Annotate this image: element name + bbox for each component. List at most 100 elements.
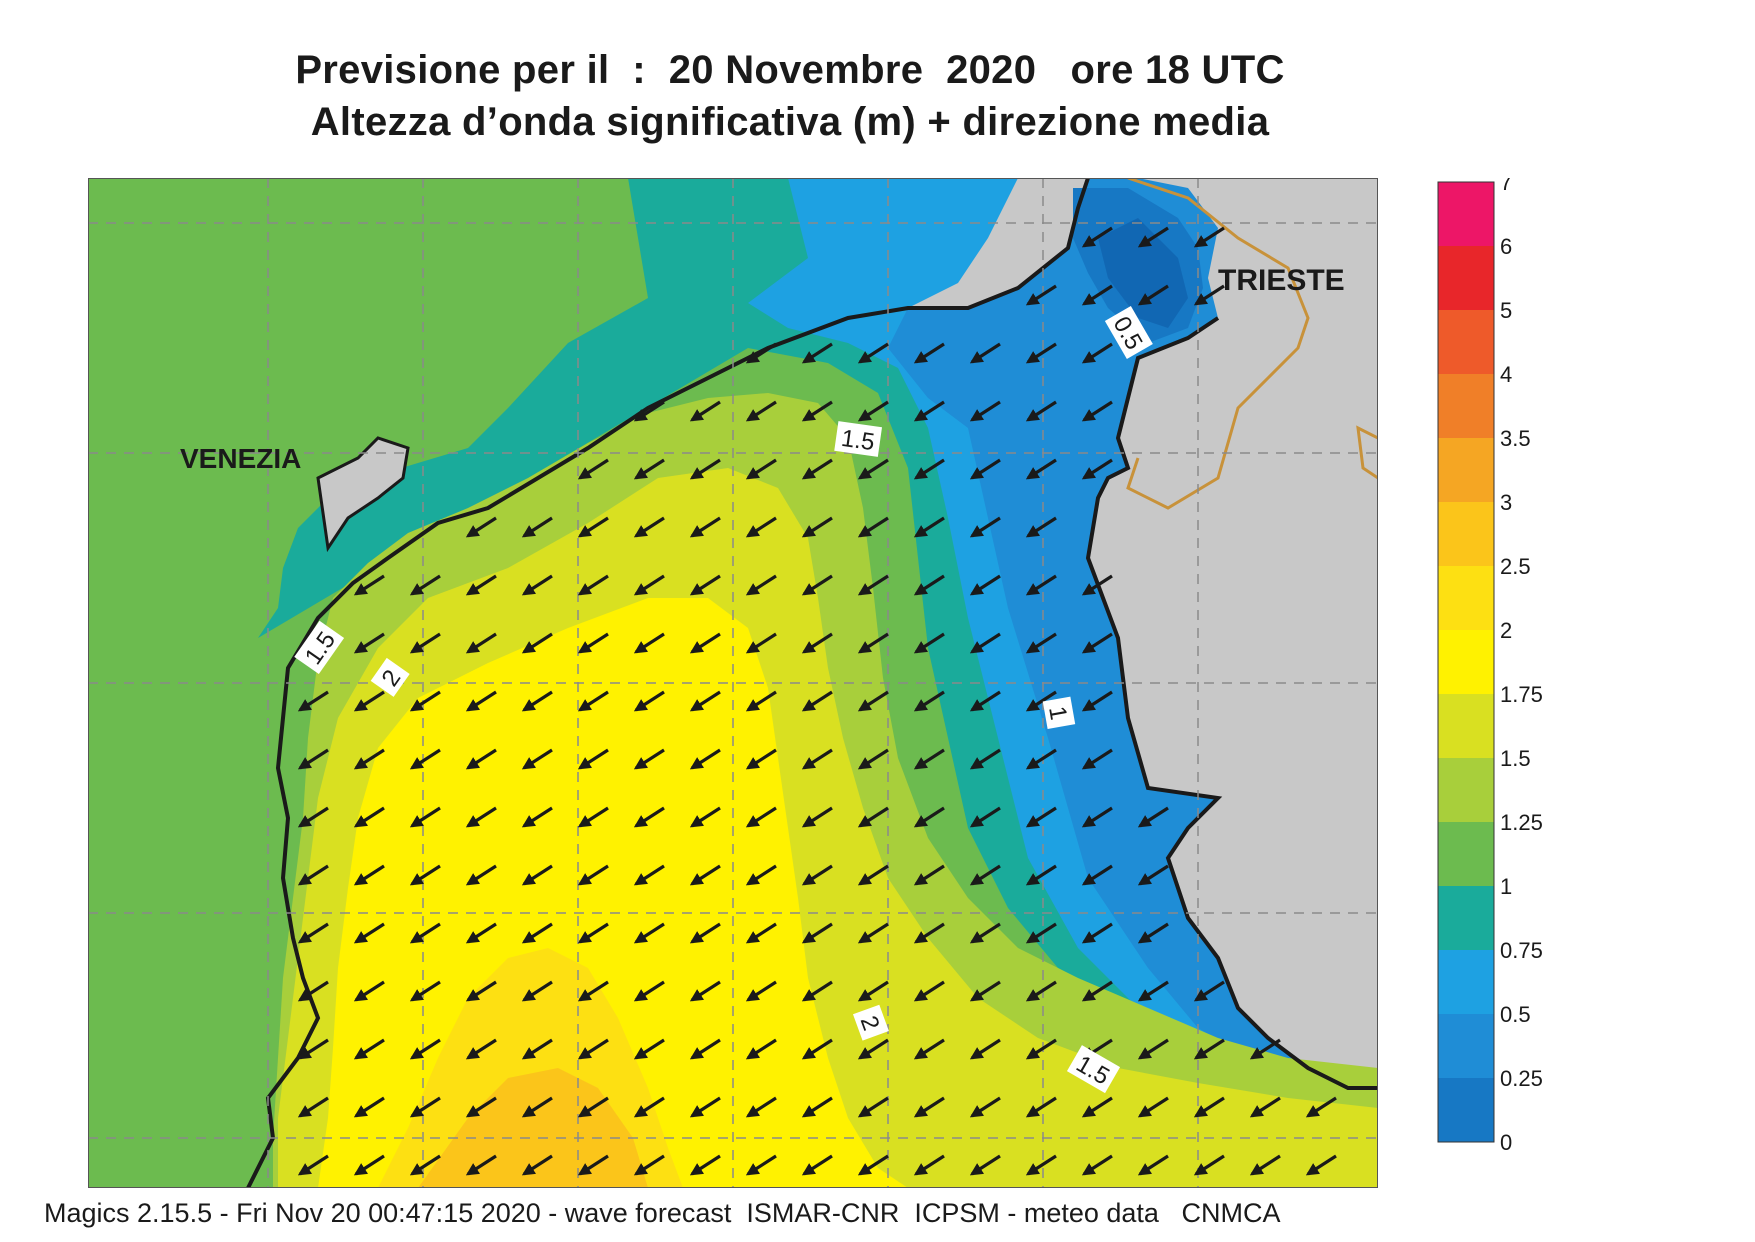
direction-arrow [857, 1154, 889, 1176]
direction-arrow [1081, 400, 1113, 422]
direction-arrow [521, 1154, 553, 1176]
map-title: Previsione per il : 20 Novembre 2020 ore… [295, 48, 1285, 92]
direction-arrow [353, 980, 385, 1002]
direction-arrow [1081, 748, 1113, 770]
direction-arrow [1025, 400, 1057, 422]
direction-arrow [1025, 980, 1057, 1002]
direction-arrow [745, 980, 777, 1002]
direction-arrow [1025, 574, 1057, 596]
direction-arrow [745, 400, 777, 422]
band-3 [418, 1068, 648, 1188]
direction-arrow [969, 1154, 1001, 1176]
direction-arrow [577, 516, 609, 538]
direction-arrow [1025, 690, 1057, 712]
direction-arrow [1137, 1038, 1169, 1060]
direction-arrow [1137, 980, 1169, 1002]
direction-arrow [857, 458, 889, 480]
direction-arrow [745, 864, 777, 886]
direction-arrow [745, 690, 777, 712]
legend-swatch [1438, 566, 1494, 631]
direction-arrow [521, 632, 553, 654]
direction-arrow [913, 458, 945, 480]
direction-arrow [465, 922, 497, 944]
direction-arrow [689, 1154, 721, 1176]
direction-arrow [689, 864, 721, 886]
direction-arrow [1193, 1154, 1225, 1176]
direction-arrow [913, 1038, 945, 1060]
direction-arrow [409, 864, 441, 886]
direction-arrow [297, 1154, 329, 1176]
direction-arrow [689, 980, 721, 1002]
direction-arrow [745, 1154, 777, 1176]
direction-arrow [1025, 632, 1057, 654]
direction-arrow [633, 400, 665, 422]
direction-arrow [969, 458, 1001, 480]
direction-arrow [969, 922, 1001, 944]
direction-arrow [913, 1154, 945, 1176]
direction-arrow [465, 1096, 497, 1118]
legend-label: 0.5 [1500, 1002, 1531, 1027]
direction-arrow [913, 342, 945, 364]
direction-arrow [857, 400, 889, 422]
direction-arrow [353, 1096, 385, 1118]
direction-arrow [913, 806, 945, 828]
direction-arrow [353, 574, 385, 596]
direction-arrow [801, 574, 833, 596]
direction-arrow [633, 1096, 665, 1118]
direction-arrow [745, 516, 777, 538]
direction-arrow [465, 748, 497, 770]
direction-arrow [353, 806, 385, 828]
direction-arrow [801, 1038, 833, 1060]
direction-arrow [577, 1154, 609, 1176]
direction-arrow [577, 1038, 609, 1060]
direction-arrow [913, 980, 945, 1002]
direction-arrow [1137, 864, 1169, 886]
legend-swatch [1438, 182, 1494, 247]
direction-arrow [1081, 226, 1113, 248]
direction-arrow [1081, 980, 1113, 1002]
direction-arrow [969, 980, 1001, 1002]
legend-swatch [1438, 438, 1494, 503]
direction-arrow [745, 574, 777, 596]
contour-label: 1 [1043, 704, 1072, 722]
direction-arrow [745, 632, 777, 654]
direction-arrow [577, 690, 609, 712]
direction-arrow [689, 458, 721, 480]
direction-arrow [409, 690, 441, 712]
legend-swatch [1438, 502, 1494, 567]
legend-label: 1.75 [1500, 682, 1543, 707]
direction-arrow [689, 632, 721, 654]
direction-arrow [689, 400, 721, 422]
band-0-0 [1098, 218, 1188, 328]
direction-arrow [689, 806, 721, 828]
direction-arrow [1193, 226, 1225, 248]
legend-swatch [1438, 1014, 1494, 1079]
direction-arrow [577, 806, 609, 828]
legend-label: 7 [1500, 178, 1512, 195]
direction-arrow [633, 980, 665, 1002]
direction-arrow [1081, 458, 1113, 480]
direction-arrow [801, 980, 833, 1002]
direction-arrow [969, 690, 1001, 712]
direction-arrow [633, 632, 665, 654]
direction-arrows [297, 226, 1337, 1176]
direction-arrow [297, 864, 329, 886]
map-subtitle: Altezza d’onda significativa (m) + direz… [310, 100, 1270, 144]
direction-arrow [633, 516, 665, 538]
direction-arrow [969, 516, 1001, 538]
direction-arrow [1081, 690, 1113, 712]
direction-arrow [913, 632, 945, 654]
direction-arrow [521, 980, 553, 1002]
direction-arrow [1137, 806, 1169, 828]
direction-arrow [353, 748, 385, 770]
legend-swatch [1438, 822, 1494, 887]
direction-arrow [521, 922, 553, 944]
direction-arrow [1081, 574, 1113, 596]
direction-arrow [745, 458, 777, 480]
legend-label: 6 [1500, 234, 1512, 259]
legend-label: 2 [1500, 618, 1512, 643]
legend-swatch [1438, 1078, 1494, 1143]
direction-arrow [409, 1096, 441, 1118]
direction-arrow [577, 864, 609, 886]
direction-arrow [1081, 922, 1113, 944]
